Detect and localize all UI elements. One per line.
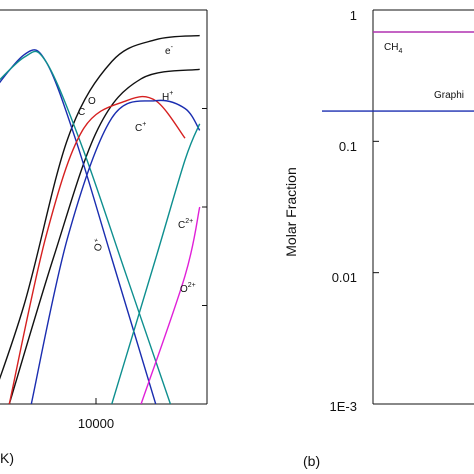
panel-a-xlabel: K) xyxy=(0,450,14,466)
annotation-e-minus: e- xyxy=(165,44,174,57)
series-line-o xyxy=(0,49,157,404)
annotation-h-plus: H+ xyxy=(162,90,173,103)
panel-a: 10000 K) e- H+ O C C+ O+ C2+ O2+ xyxy=(0,9,208,466)
series-line-e- xyxy=(0,34,200,380)
annotation-ch4: CH4 xyxy=(384,42,402,55)
panel-a-annotations: e- H+ O C C+ O+ C2+ O2+ xyxy=(78,44,196,295)
annotation-o-2plus: O2+ xyxy=(180,282,196,295)
panel-b: Molar Fraction 1 0.1 0.01 1E-3 CH4 Graph… xyxy=(283,8,474,469)
series-line-c2- xyxy=(111,123,201,404)
annotation-c-2plus: C2+ xyxy=(178,218,193,231)
panel-a-right-ticks xyxy=(202,9,207,306)
annotation-o: O xyxy=(88,96,96,107)
annotation-c: C xyxy=(78,107,85,118)
panel-b-series xyxy=(322,31,474,112)
panel-a-xtick-label: 10000 xyxy=(78,416,114,431)
panel-b-tag: (b) xyxy=(303,453,320,469)
series-line-o2- xyxy=(140,206,201,404)
panel-b-ylabel: Molar Fraction xyxy=(283,167,299,256)
panel-b-yticks xyxy=(373,9,379,405)
panel-b-ytick-label-0.1: 0.1 xyxy=(339,139,357,154)
annotation-graphite: Graphi xyxy=(434,90,464,101)
panel-b-ytick-label-0.01: 0.01 xyxy=(332,270,357,285)
panel-a-series xyxy=(0,34,201,404)
panel-b-ytick-label-1: 1 xyxy=(350,8,357,23)
annotation-o-plus: O+ xyxy=(90,238,106,253)
series-line-h- xyxy=(8,68,200,404)
annotation-c-plus: C+ xyxy=(135,121,146,134)
panel-b-ytick-label-1e-3: 1E-3 xyxy=(330,399,357,414)
series-line-o- xyxy=(30,99,201,404)
